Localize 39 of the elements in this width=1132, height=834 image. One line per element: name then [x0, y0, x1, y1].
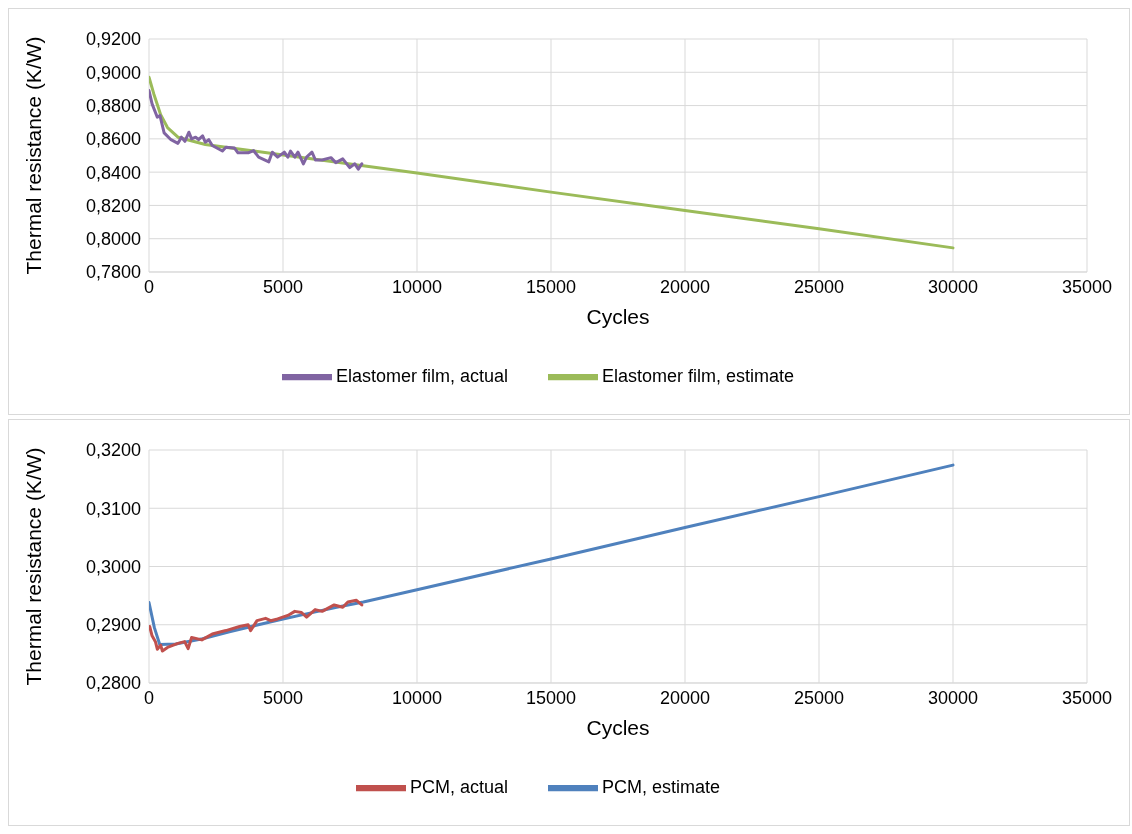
- y-tick-label: 0,2900: [85, 615, 141, 636]
- x-tick-label: 25000: [793, 276, 845, 297]
- legend-label: PCM, estimate: [602, 776, 721, 797]
- x-tick-label: 20000: [659, 687, 711, 708]
- x-tick-label: 15000: [525, 687, 577, 708]
- y-tick-label: 0,8200: [85, 195, 141, 216]
- legend-label: Elastomer film, actual: [335, 365, 508, 386]
- y-tick-label: 0,7800: [85, 262, 141, 283]
- y-tick-label: 0,3000: [85, 556, 141, 577]
- y-tick-label: 0,3100: [85, 498, 141, 519]
- x-tick-label: 10000: [391, 276, 443, 297]
- x-tick-label: 0: [143, 687, 155, 708]
- x-tick-label: 0: [143, 276, 155, 297]
- x-axis-title: Cycles: [586, 305, 650, 328]
- x-tick-label: 15000: [525, 276, 577, 297]
- x-tick-label: 5000: [262, 687, 304, 708]
- x-tick-label: 5000: [262, 276, 304, 297]
- x-tick-label: 10000: [391, 687, 443, 708]
- line-series: [149, 89, 364, 171]
- x-tick-label: 20000: [659, 276, 711, 297]
- x-axis-title: Cycles: [586, 716, 650, 739]
- y-tick-label: 0,3200: [85, 440, 141, 461]
- x-tick-label: 30000: [927, 687, 979, 708]
- line-series: [149, 598, 364, 653]
- y-axis-title: Thermal resistance (K/W): [22, 447, 46, 686]
- y-tick-label: 0,8400: [85, 162, 141, 183]
- y-tick-label: 0,8000: [85, 229, 141, 250]
- x-tick-label: 35000: [1061, 687, 1113, 708]
- x-tick-label: 25000: [793, 687, 845, 708]
- y-tick-label: 0,8600: [85, 129, 141, 150]
- y-tick-label: 0,2800: [85, 673, 141, 694]
- x-tick-label: 30000: [927, 276, 979, 297]
- y-tick-label: 0,8800: [85, 95, 141, 116]
- legend-label: PCM, actual: [409, 776, 508, 797]
- x-tick-label: 35000: [1061, 276, 1113, 297]
- y-tick-label: 0,9000: [85, 62, 141, 83]
- y-tick-label: 0,9200: [85, 29, 141, 50]
- y-axis-title: Thermal resistance (K/W): [22, 36, 46, 275]
- legend-label: Elastomer film, estimate: [602, 365, 795, 386]
